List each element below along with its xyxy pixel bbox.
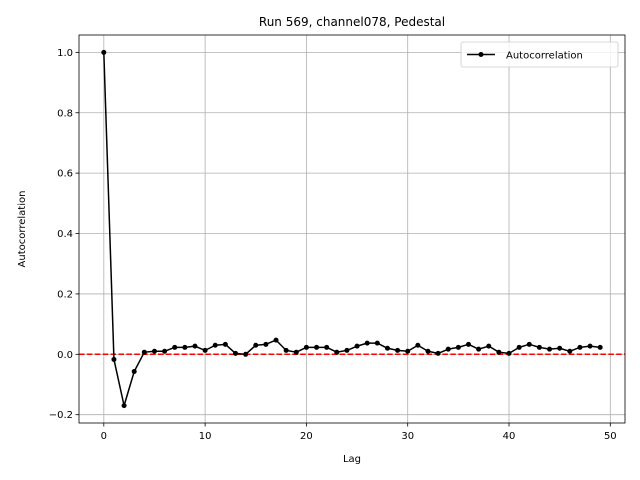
x-tick-label: 20	[300, 431, 313, 442]
data-point	[273, 337, 279, 343]
y-tick-label: 0.8	[57, 108, 73, 119]
data-point	[293, 349, 299, 355]
data-point	[233, 350, 239, 356]
y-axis-label: Autocorrelation	[17, 191, 28, 268]
legend-label: Autocorrelation	[506, 51, 583, 62]
data-point	[263, 341, 269, 347]
data-point	[243, 351, 249, 357]
legend-box	[460, 41, 619, 68]
data-point	[314, 344, 320, 350]
data-point	[567, 348, 573, 354]
data-point	[151, 348, 157, 354]
data-point	[324, 344, 330, 350]
data-point	[222, 341, 228, 347]
y-tick-label: 0.0	[57, 350, 73, 361]
series-group	[101, 49, 603, 409]
data-point	[141, 349, 147, 355]
chart-title: Run 569, channel078, Pedestal	[259, 15, 445, 29]
data-point	[162, 348, 168, 354]
data-point	[253, 342, 259, 348]
data-point	[405, 348, 411, 354]
data-point	[547, 346, 553, 352]
ticks: 0 10 20 30 40 50 −0.2 0.0 0.2 0.4 0.6 0.8 1.0	[49, 48, 617, 442]
data-point	[455, 344, 461, 350]
data-point	[101, 49, 107, 55]
data-point	[486, 343, 492, 349]
data-point	[202, 347, 208, 353]
data-point	[303, 344, 309, 350]
data-point	[354, 343, 360, 349]
data-point	[476, 346, 482, 352]
x-tick-label: 50	[604, 431, 617, 442]
x-tick-label: 0	[101, 431, 107, 442]
data-point	[283, 347, 289, 353]
y-tick-label: −0.2	[49, 410, 73, 421]
x-axis-label: Lag	[343, 454, 361, 465]
data-point	[506, 350, 512, 356]
data-point	[516, 344, 522, 350]
data-point	[415, 342, 421, 348]
data-point	[587, 343, 593, 349]
data-point	[526, 341, 532, 347]
data-point	[465, 341, 471, 347]
data-point	[121, 403, 127, 409]
data-point	[212, 342, 218, 348]
plot-frame	[78, 34, 626, 424]
x-tick-label: 10	[199, 431, 212, 442]
data-point	[182, 344, 188, 350]
data-point	[435, 350, 441, 356]
legend: Autocorrelation	[460, 41, 619, 68]
x-tick-label: 30	[401, 431, 414, 442]
data-point	[334, 349, 340, 355]
data-point	[536, 344, 542, 350]
data-point	[192, 343, 198, 349]
y-tick-label: 0.4	[57, 229, 73, 240]
data-point	[445, 346, 451, 352]
data-point	[395, 347, 401, 353]
data-point	[374, 340, 380, 346]
data-point	[384, 345, 390, 351]
data-point	[344, 347, 350, 353]
data-point	[131, 369, 137, 375]
y-tick-label: 0.2	[57, 289, 73, 300]
data-point	[111, 356, 117, 362]
data-point	[425, 348, 431, 354]
data-point	[597, 344, 603, 350]
data-point	[172, 344, 178, 350]
data-point	[496, 349, 502, 355]
legend-marker	[478, 52, 484, 57]
y-tick-label: 0.6	[57, 169, 73, 180]
x-tick-label: 40	[503, 431, 516, 442]
y-tick-label: 1.0	[57, 48, 73, 59]
data-point	[364, 340, 370, 346]
data-point	[557, 345, 563, 351]
data-point	[577, 344, 583, 350]
